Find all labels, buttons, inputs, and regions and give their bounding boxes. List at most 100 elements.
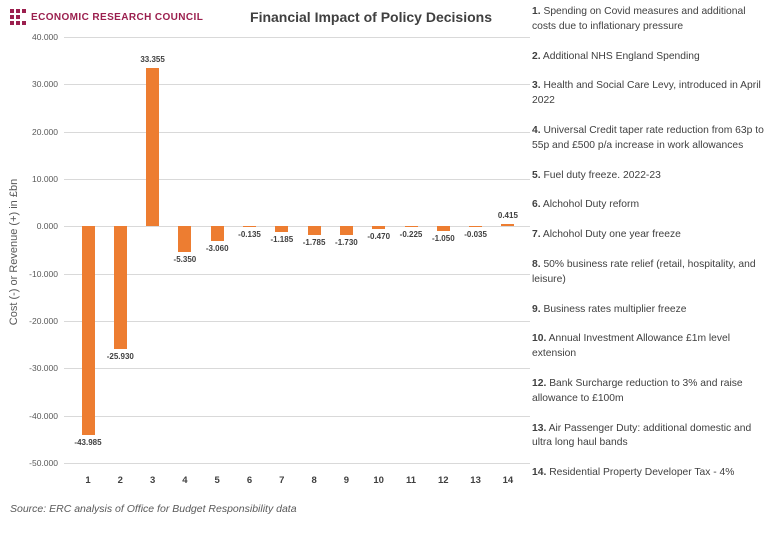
- legend-item-12: 12. Bank Surcharge reduction to 3% and r…: [532, 377, 743, 404]
- x-axis-tick-label: 3: [149, 475, 156, 486]
- gridline: [64, 273, 530, 275]
- gridline: [64, 415, 530, 417]
- legend-item-4: 4. Universal Credit taper rate reduction…: [532, 124, 764, 151]
- y-axis-tick-label: 40.000: [32, 32, 58, 42]
- bar-value-label: -25.930: [106, 352, 134, 362]
- bar: [81, 226, 95, 435]
- policy-legend: 1. Spending on Covid measures and additi…: [532, 5, 766, 496]
- chart-title: Financial Impact of Policy Decisions: [250, 9, 492, 25]
- logo-mark-row: [10, 21, 26, 25]
- x-axis-tick-label: 1: [85, 475, 91, 486]
- x-axis-tick-label: 7: [279, 475, 285, 486]
- bar: [404, 226, 418, 228]
- bar: [178, 226, 192, 252]
- bar-value-label: -0.225: [399, 230, 423, 240]
- bar: [113, 226, 127, 350]
- legend-item-number: 5.: [532, 169, 541, 181]
- gridline: [64, 463, 530, 464]
- legend-item-number: 12.: [532, 377, 547, 389]
- x-axis-tick-label: 9: [343, 475, 350, 486]
- gridline: [64, 37, 530, 38]
- bar-value-label: -1.730: [335, 237, 358, 247]
- bar-value-label: 0.415: [497, 211, 518, 221]
- legend-item-number: 7.: [532, 229, 541, 241]
- legend-item-8: 8. 50% business rate relief (retail, hos…: [532, 258, 756, 285]
- erc-logo: ECONOMIC RESEARCH COUNCIL: [10, 9, 203, 25]
- erc-logo-mark-icon: [10, 9, 26, 25]
- bar-value-label: -3.060: [205, 243, 229, 253]
- bar-value-label: -5.350: [173, 254, 197, 264]
- legend-item-6: 6. Alchohol Duty reform: [532, 199, 640, 211]
- x-axis-tick-label: 11: [405, 475, 417, 486]
- x-axis-tick-label: 5: [214, 475, 220, 486]
- bar-chart-plot-area: 40.000 30.000 20.000 10.000 0.000 -10.000 -20.…: [29, 32, 530, 486]
- y-axis-tick-label: 10.000: [32, 174, 58, 184]
- legend-item-number: 14.: [532, 467, 547, 479]
- bar: [372, 226, 386, 229]
- bar-value-label: 33.355: [140, 55, 165, 65]
- gridline: [64, 368, 530, 370]
- legend-item-13: 13. Air Passenger Duty: additional domes…: [532, 422, 752, 449]
- x-axis-tick-label: 2: [117, 475, 123, 486]
- gridline: [64, 179, 530, 180]
- logo-mark-row: [10, 9, 26, 13]
- legend-item-number: 2.: [532, 50, 541, 62]
- logo-mark-row: [10, 15, 26, 19]
- bar-value-label: -1.185: [270, 234, 294, 244]
- x-axis-tick-label: 8: [311, 475, 317, 486]
- legend-item-number: 9.: [532, 303, 541, 315]
- bar-value-label: -1.785: [302, 237, 326, 247]
- source-note: Source: ERC analysis of Office for Budge…: [10, 503, 297, 515]
- legend-item-2: 2. Additional NHS England Spending: [532, 50, 700, 62]
- bar: [275, 226, 289, 232]
- bar: [501, 224, 515, 227]
- y-axis-tick-label: -10.000: [29, 268, 58, 279]
- bar: [243, 226, 256, 228]
- legend-item-number: 10.: [532, 333, 547, 345]
- gridline: [64, 226, 530, 228]
- bar: [307, 226, 321, 235]
- legend-item-1: 1. Spending on Covid measures and additi…: [532, 6, 746, 32]
- bar: [436, 226, 450, 232]
- x-axis-tick-label: 4: [182, 475, 188, 486]
- gridline: [64, 84, 530, 86]
- bar-value-label: -0.135: [238, 230, 261, 240]
- legend-item-number: 1.: [532, 6, 541, 17]
- bar: [146, 68, 160, 227]
- gridline: [64, 321, 530, 322]
- legend-item-number: 4.: [532, 124, 541, 136]
- bar-value-label: -0.470: [367, 231, 391, 241]
- y-axis-tick-label: -40.000: [29, 410, 58, 421]
- bar-value-label: -1.050: [431, 234, 455, 244]
- erc-logo-text: ECONOMIC RESEARCH COUNCIL: [31, 11, 204, 23]
- gridline: [64, 131, 530, 133]
- legend-item-number: 8.: [532, 258, 541, 270]
- legend-item-14: 14. Residential Property Developer Tax -…: [532, 467, 735, 479]
- x-axis-tick-label: 6: [246, 475, 253, 486]
- bar: [210, 226, 224, 241]
- x-axis-tick-label: 10: [373, 475, 384, 486]
- y-axis-tick-label: 0.000: [36, 221, 58, 232]
- x-axis-tick-label: 14: [502, 475, 514, 486]
- legend-item-7: 7. Alchohol Duty one year freeze: [532, 229, 681, 241]
- y-axis-tick-label: 20.000: [32, 126, 58, 137]
- legend-item-9: 9. Business rates multiplier freeze: [532, 303, 687, 315]
- y-axis-title: Cost (-) or Revenue (+) in £bn: [8, 178, 20, 326]
- y-axis-tick-label: -50.000: [29, 458, 58, 468]
- legend-item-3: 3. Health and Social Care Levy, introduc…: [532, 80, 761, 107]
- bar: [339, 226, 353, 235]
- bar-value-label: -0.035: [464, 230, 487, 240]
- legend-item-10: 10. Annual Investment Allowance £1m leve…: [532, 333, 731, 360]
- bar: [469, 226, 483, 228]
- legend-item-number: 13.: [532, 422, 547, 434]
- x-axis-tick-label: 13: [470, 475, 481, 486]
- y-axis-tick-label: -30.000: [29, 363, 58, 374]
- bar-value-label: -43.985: [74, 437, 102, 447]
- legend-item-5: 5. Fuel duty freeze. 2022-23: [532, 169, 661, 181]
- y-axis-tick-label: 30.000: [32, 79, 58, 90]
- x-axis-tick-label: 12: [438, 475, 449, 486]
- legend-item-number: 6.: [532, 199, 541, 211]
- y-axis-tick-label: -20.000: [29, 316, 58, 326]
- legend-item-number: 3.: [532, 80, 541, 92]
